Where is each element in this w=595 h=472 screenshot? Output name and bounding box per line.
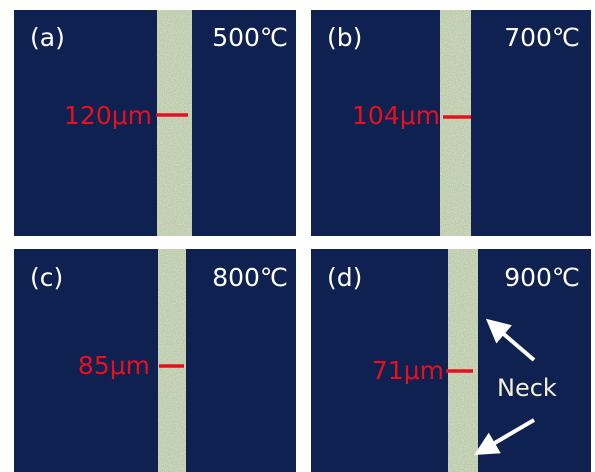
width-label: 85μm [78, 351, 150, 380]
panel-label: (d) [327, 263, 362, 292]
temperature: 700℃ [504, 23, 580, 52]
panel: (a) 500℃ 120μm [14, 10, 296, 236]
width-label: 120μm [64, 101, 152, 130]
stripe-texture [448, 249, 478, 472]
figure: (a) 500℃ 120μm (b) 700℃ 104μm (c) 800℃ 8… [0, 0, 595, 472]
stripe-texture [440, 10, 471, 236]
width-label: 104μm [352, 101, 440, 130]
temperature: 800℃ [212, 263, 288, 292]
annotation: Neck [497, 374, 557, 402]
temperature: 500℃ [212, 23, 288, 52]
panel-label: (a) [30, 23, 65, 52]
panel: (c) 800℃ 85μm [14, 249, 296, 472]
width-label: 71μm [372, 356, 444, 385]
stripe-texture [158, 249, 186, 472]
panel: (d) 900℃ 71μm Neck [311, 249, 591, 472]
panel: (b) 700℃ 104μm [311, 10, 591, 236]
panel-label: (c) [30, 263, 63, 292]
panel-label: (b) [327, 23, 362, 52]
stripe-texture [157, 10, 192, 236]
temperature: 900℃ [504, 263, 580, 292]
